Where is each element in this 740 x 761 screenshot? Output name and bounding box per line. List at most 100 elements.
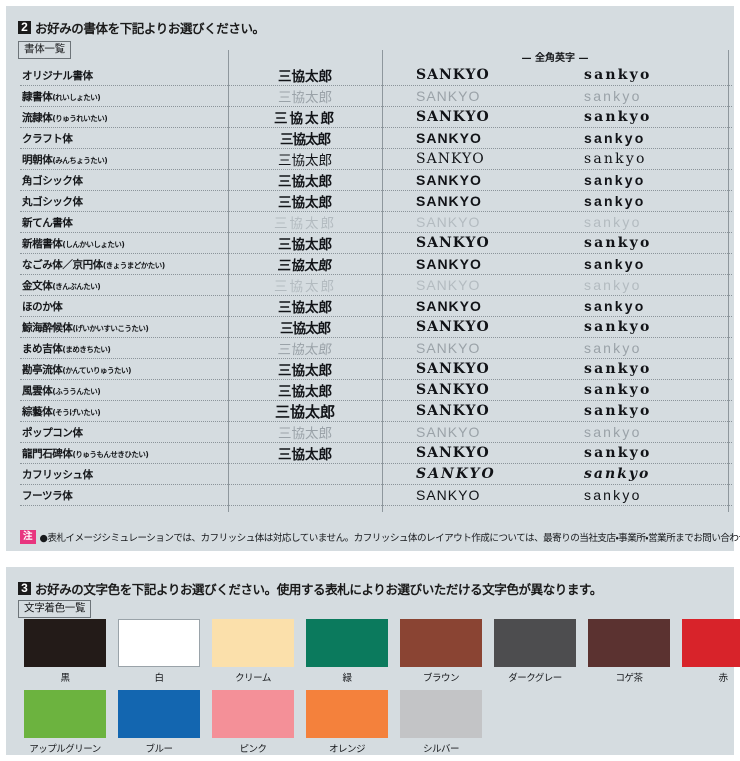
table-row[interactable]: 隷書体(れいしょたい) 三協太郎 SANKYO sankyo [20,86,732,107]
table-row[interactable]: ポップコン体 三協太郎 SANKYO sankyo [20,422,732,443]
table-row[interactable]: 鯨海酔候体(げいかいすいこうたい) 三協太郎 SANKYO sankyo [20,317,732,338]
color-swatch[interactable]: ブルー [114,690,204,755]
swatch-label: ダークグレー [508,673,562,684]
table-row[interactable]: 明朝体(みんちょうたい) 三協太郎 SANKYO sankyo [20,149,732,170]
color-swatch[interactable]: ブラウン [396,619,486,684]
table-row[interactable]: 風雲体(ふううんたい) 三協太郎 SANKYO sankyo [20,380,732,401]
font-name-cell: まめ吉体(まめきちたい) [22,342,111,355]
sample-english: SANKYO sankyo [382,466,732,482]
font-name-cell: フーツラ体 [22,489,73,502]
sample-japanese: 三協太郎 [278,90,332,106]
font-name-cell: クラフト体 [22,132,73,145]
sample-lowercase: sankyo [584,445,652,461]
sample-japanese: 三協太郎 [278,153,332,169]
color-swatch[interactable]: ダークグレー [490,619,580,684]
color-swatch[interactable]: 黒 [20,619,110,684]
table-row[interactable]: 龍門石碑体(りゅうもんせきひたい) 三協太郎 SANKYO sankyo [20,443,732,464]
sample-lowercase: sankyo [584,403,652,419]
sample-uppercase: SANKYO [416,466,496,482]
sample-uppercase: SANKYO [416,403,490,419]
sample-japanese: 三協太郎 [280,321,331,337]
colors-panel: 3 お好みの文字色を下記よりお選びください。使用する表札によりお選びいただける文… [6,567,740,755]
table-row[interactable]: まめ吉体(まめきちたい) 三協太郎 SANKYO sankyo [20,338,732,359]
table-row[interactable]: 綜藝体(そうげいたい) 三協太郎 SANKYO sankyo [20,401,732,422]
section-number-badge: 2 [18,21,31,34]
table-row[interactable]: 金文体(きんぶんたい) 三協太郎 SANKYO sankyo [20,275,732,296]
sample-english: SANKYO sankyo [382,382,732,398]
table-row[interactable]: 新てん書体 三協太郎 SANKYO sankyo [20,212,732,233]
swatch-color-box [588,619,670,667]
column-divider-1 [228,50,229,512]
color-swatch[interactable]: 緑 [302,619,392,684]
font-name-cell: 角ゴシック体 [22,174,83,187]
sample-english: SANKYO sankyo [382,298,732,314]
table-row[interactable]: カフリッシュ体 SANKYO sankyo [20,464,732,485]
sample-english: SANKYO sankyo [382,424,732,440]
sample-english: SANKYO sankyo [382,109,732,125]
swatch-label: ピンク [239,744,267,755]
sample-japanese: 三協太郎 [280,132,331,148]
fonts-section-title: お好みの書体を下記よりお選びください。 [35,21,265,36]
sample-lowercase: sankyo [584,424,642,440]
table-row[interactable]: なごみ体／京円体(きょうまどかたい) 三協太郎 SANKYO sankyo [20,254,732,275]
sample-japanese: 三協太郎 [274,402,335,421]
font-name-cell: 金文体(きんぶんたい) [22,279,101,292]
sample-english: SANKYO sankyo [382,445,732,461]
color-swatch[interactable]: クリーム [208,619,298,684]
swatch-color-box [400,619,482,667]
zenkaku-alphabet-header: — 全角英字 — [521,53,589,64]
font-list-chip: 書体一覧 [18,41,71,59]
colors-section-heading: 3 お好みの文字色を下記よりお選びください。使用する表札によりお選びいただける文… [18,579,602,598]
swatch-color-box [24,690,106,738]
swatch-color-box [212,690,294,738]
table-row[interactable]: 流隷体(りゅうれいたい) 三協太郎 SANKYO sankyo [20,107,732,128]
color-swatch[interactable]: ピンク [208,690,298,755]
table-row[interactable]: 勘亭流体(かんていりゅうたい) 三協太郎 SANKYO sankyo [20,359,732,380]
fonts-note: 注 ●表札イメージシミュレーションでは、カフリッシュ体は対応していません。カフリ… [20,530,740,544]
sample-japanese: 三協太郎 [278,363,332,379]
sample-english: SANKYO sankyo [382,193,732,209]
sample-lowercase: sankyo [584,172,646,188]
font-name-cell: 隷書体(れいしょたい) [22,90,101,103]
note-badge: 注 [20,530,36,544]
table-row[interactable]: 角ゴシック体 三協太郎 SANKYO sankyo [20,170,732,191]
font-name-cell: 鯨海酔候体(げいかいすいこうたい) [22,321,149,334]
sample-lowercase: sankyo [584,277,642,293]
sample-english: SANKYO sankyo [382,256,732,272]
color-swatch[interactable]: 赤 [678,619,740,684]
sample-english: SANKYO sankyo [382,403,732,419]
sample-uppercase: SANKYO [416,214,481,230]
swatch-color-box [306,690,388,738]
color-swatch[interactable]: オレンジ [302,690,392,755]
font-name-cell: 風雲体(ふううんたい) [22,384,101,397]
swatch-color-box [400,690,482,738]
sample-japanese: 三協太郎 [276,342,333,358]
color-swatch[interactable]: 白 [114,619,204,684]
sample-lowercase: sankyo [584,214,642,230]
table-row[interactable]: クラフト体 三協太郎 SANKYO sankyo [20,128,732,149]
table-row[interactable]: 新楷書体(しんかいしょたい) 三協太郎 SANKYO sankyo [20,233,732,254]
swatch-label: クリーム [235,673,271,684]
swatch-label: コゲ茶 [615,673,643,684]
swatch-color-box [118,619,200,667]
sample-uppercase: SANKYO [416,130,482,146]
table-row[interactable]: オリジナル書体 三協太郎 SANKYO sankyo [20,65,732,86]
table-row[interactable]: 丸ゴシック体 三協太郎 SANKYO sankyo [20,191,732,212]
color-swatch[interactable]: アップルグリーン [20,690,110,755]
sample-uppercase: SANKYO [416,340,481,356]
color-swatch[interactable]: コゲ茶 [584,619,674,684]
sample-lowercase: sankyo [584,298,646,314]
sample-uppercase: SANKYO [416,88,481,104]
colors-section-title: お好みの文字色を下記よりお選びください。使用する表札によりお選びいただける文字色… [35,582,602,597]
sample-japanese: 三協太郎 [278,174,332,190]
sample-uppercase: SANKYO [416,445,490,461]
font-name-cell: 勘亭流体(かんていりゅうたい) [22,363,131,376]
sample-uppercase: SANKYO [416,256,482,272]
table-row[interactable]: フーツラ体 SANKYO sankyo [20,485,732,506]
sample-japanese: 三協太郎 [278,237,332,253]
color-swatch[interactable]: シルバー [396,690,486,755]
font-name-cell: 綜藝体(そうげいたい) [22,405,101,418]
swatch-label: 緑 [342,673,352,684]
table-row[interactable]: ほのか体 三協太郎 SANKYO sankyo [20,296,732,317]
